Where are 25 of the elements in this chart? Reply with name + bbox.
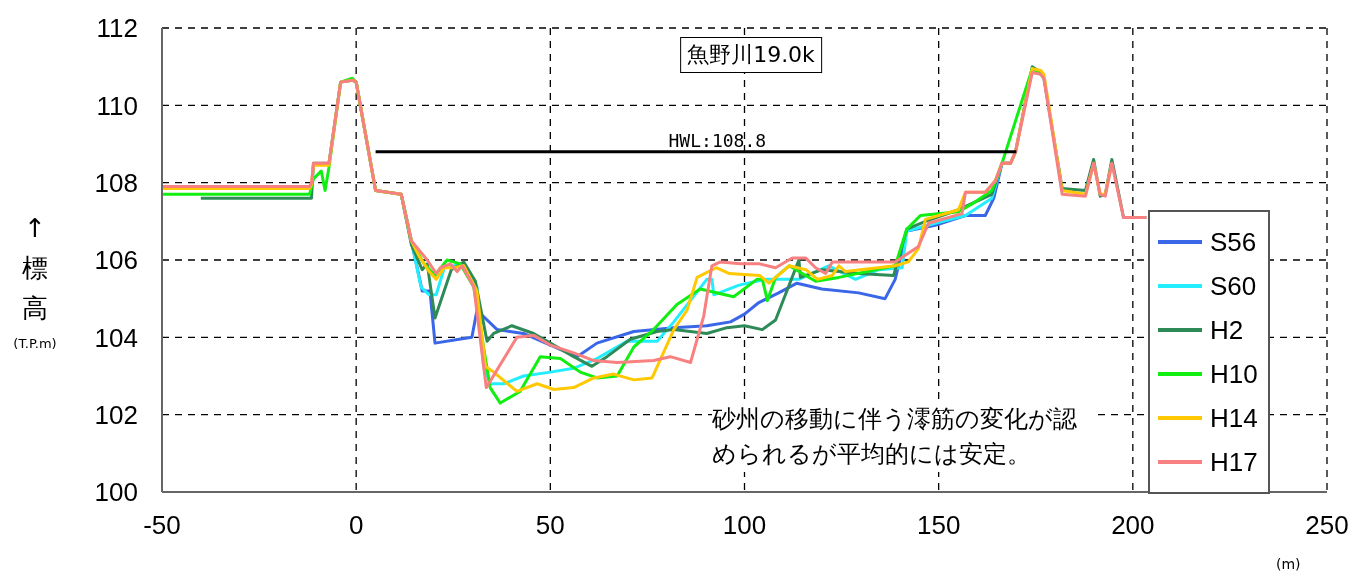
y-tick-label: 110: [96, 90, 138, 121]
x-tick-label: 0: [348, 510, 364, 541]
legend-label: H2: [1210, 314, 1244, 346]
y-tick-label: 102: [94, 399, 138, 430]
x-axis-title: (m): [1276, 556, 1301, 572]
y-tick-label: 104: [94, 322, 138, 353]
y-axis-title: ↑標高(T.P.m): [12, 212, 58, 351]
legend-label: S60: [1210, 270, 1257, 302]
annotation: HWL:108.8: [668, 129, 767, 151]
y-tick-label: 100: [94, 477, 138, 508]
y-tick-label: 108: [94, 167, 138, 198]
x-tick-label: 150: [916, 510, 961, 541]
annotation: 砂州の移動に伴う澪筋の変化が認められるが平均的には安定。: [712, 402, 1094, 472]
y-tick-label: 112: [96, 13, 138, 44]
x-tick-label: 50: [535, 510, 565, 541]
x-tick-label: 200: [1111, 510, 1155, 541]
legend-label: H14: [1210, 402, 1258, 434]
legend-label: H17: [1210, 446, 1258, 478]
legend-label: S56: [1210, 226, 1257, 258]
text: 魚野川19.0k: [680, 37, 822, 73]
x-tick-label: 100: [722, 510, 767, 541]
x-tick-label: 250: [1305, 510, 1349, 541]
legend-label: H10: [1210, 358, 1258, 390]
x-tick-label: -50: [143, 510, 181, 541]
y-tick-label: 106: [94, 245, 138, 276]
